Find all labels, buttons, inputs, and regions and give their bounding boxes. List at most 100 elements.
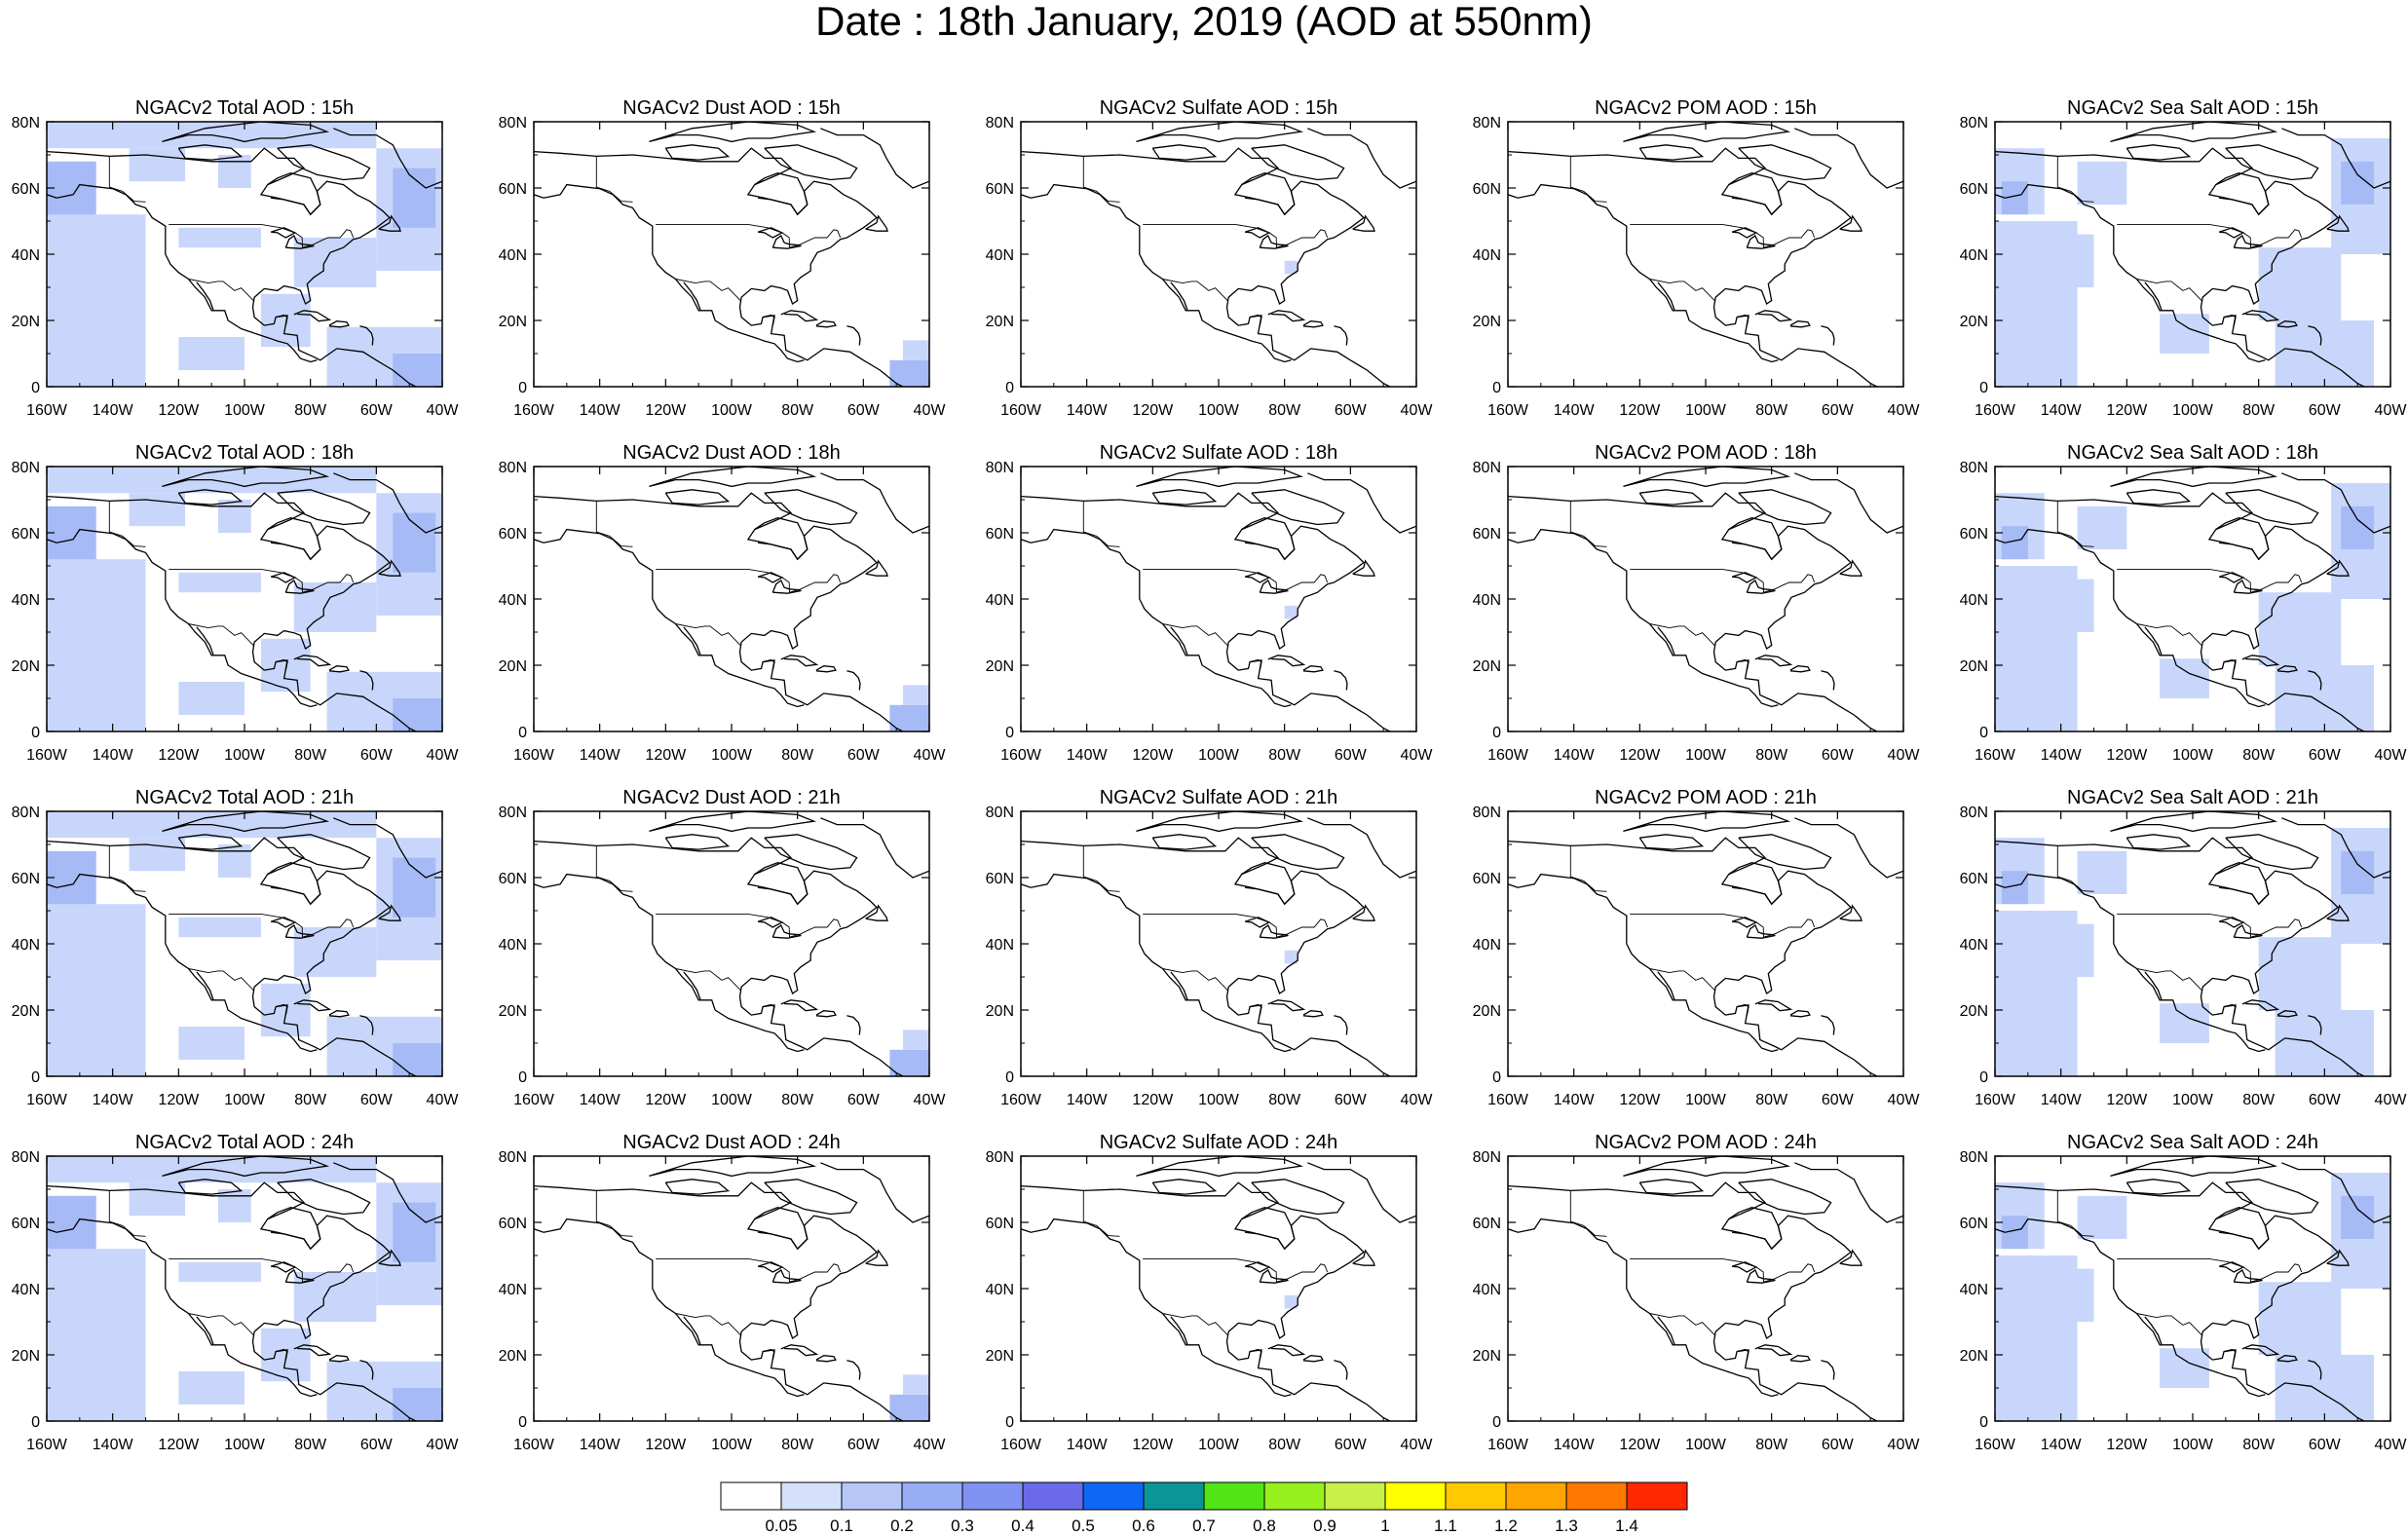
lon-tick-label: 80W (1755, 1437, 1788, 1453)
coastline (333, 472, 442, 534)
lat-tick-label: 0 (1492, 1414, 1501, 1431)
lon-tick-label: 100W (224, 1437, 266, 1453)
lat-tick-label: 80N (12, 805, 40, 821)
lon-tick-label: 120W (1619, 1092, 1661, 1108)
coastline (1302, 1355, 1324, 1363)
colorbar-label: 1.1 (1434, 1517, 1457, 1531)
lat-tick-label: 40N (1473, 1282, 1501, 1298)
aod-shading (393, 857, 436, 918)
colorbar-swatch (841, 1481, 903, 1511)
coastline (764, 1179, 858, 1216)
aod-shading (129, 493, 186, 527)
coastline (815, 665, 837, 673)
coastline (1738, 1179, 1832, 1216)
aod-shading (178, 227, 261, 248)
lat-tick-label: 20N (12, 658, 40, 675)
coastline (1821, 670, 1835, 691)
coastline (275, 314, 288, 326)
coastline (378, 1249, 401, 1266)
panel-title: NGACv2 Sulfate AOD : 21h (1100, 787, 1338, 808)
aod-shading (1284, 950, 1298, 964)
lon-tick-label: 140W (1067, 747, 1109, 764)
country-border (1143, 913, 1329, 938)
lat-tick-label: 20N (986, 314, 1014, 330)
country-border (1630, 913, 1816, 938)
panel-title: NGACv2 Sea Salt AOD : 21h (2067, 787, 2318, 808)
lat-tick-label: 80N (986, 460, 1014, 476)
coastline (1021, 147, 1391, 387)
aod-shading (2275, 1010, 2375, 1076)
coastline (1151, 144, 1218, 161)
aod-shading (217, 844, 251, 878)
coastline (47, 837, 417, 1076)
map-background (534, 811, 929, 1076)
aod-shading (2027, 1268, 2094, 1322)
lat-tick-label: 0 (31, 725, 40, 741)
map-panel: NGACv2 Sulfate AOD : 15h 160W 140W 120W 100W… (986, 97, 1434, 419)
coastline (2241, 999, 2280, 1012)
country-border (2136, 968, 2202, 992)
coastline (1657, 626, 1675, 656)
map-panel: NGACv2 Total AOD : 24h 160W 140W 120W 100W 80… (12, 1132, 460, 1453)
lon-tick-label: 120W (1132, 1437, 1174, 1453)
map-panel: NGACv2 Dust AOD : 18h 160W 140W 120W 100W 80W… (499, 442, 947, 764)
lon-tick-label: 140W (93, 1437, 134, 1453)
colorbar-swatch (780, 1481, 843, 1511)
coastline (1738, 834, 1832, 871)
aod-shading (889, 704, 929, 731)
lat-tick-label: 0 (1979, 1069, 1988, 1086)
lat-tick-label: 80N (1473, 1149, 1501, 1166)
coastline (1241, 1207, 1296, 1251)
aod-shading (393, 1388, 442, 1421)
lon-tick-label: 140W (2041, 1092, 2083, 1108)
coastline (1136, 122, 1304, 143)
lat-tick-label: 60N (12, 181, 40, 198)
lon-tick-label: 100W (711, 1092, 753, 1108)
aod-shading (889, 1049, 929, 1076)
aod-shading (178, 1371, 245, 1405)
lon-tick-label: 60W (2309, 1437, 2342, 1453)
country-border (2117, 913, 2303, 938)
colorbar-swatch (1203, 1481, 1265, 1511)
lat-tick-label: 80N (12, 115, 40, 131)
lat-tick-label: 40N (986, 592, 1014, 609)
coastline (649, 1156, 817, 1178)
lon-tick-label: 80W (781, 747, 814, 764)
coastline (2223, 1003, 2237, 1016)
panel-title: NGACv2 Dust AOD : 21h (622, 787, 840, 808)
lat-tick-label: 60N (1473, 1216, 1501, 1232)
map-panel: NGACv2 Total AOD : 18h 160W 140W 120W 100W 80… (12, 442, 460, 764)
aod-shading (2341, 161, 2375, 205)
lat-tick-label: 80N (1960, 805, 1988, 821)
country-border (169, 913, 355, 938)
map-background (534, 467, 929, 731)
country-border (675, 623, 741, 647)
coastline (1657, 971, 1675, 1000)
coastline (162, 122, 330, 143)
coastline (1623, 1156, 1791, 1178)
coastline (534, 873, 805, 1053)
lon-tick-label: 40W (1888, 1092, 1921, 1108)
lat-tick-label: 40N (499, 1282, 527, 1298)
coastline (47, 1181, 417, 1421)
country-border (1162, 968, 1228, 992)
lat-tick-label: 0 (518, 725, 527, 741)
coastline (1267, 655, 1306, 667)
lon-tick-label: 100W (711, 747, 753, 764)
lon-tick-label: 160W (1975, 1437, 2016, 1453)
lon-tick-label: 100W (1685, 402, 1727, 419)
country-border (595, 845, 633, 892)
aod-shading (2258, 592, 2342, 665)
lat-tick-label: 20N (499, 1348, 527, 1365)
coastline (275, 1348, 288, 1361)
coastline (1995, 147, 2365, 387)
country-border (108, 1190, 146, 1237)
lat-tick-label: 60N (499, 526, 527, 543)
coastline (2276, 320, 2298, 328)
coastline (2215, 1207, 2270, 1251)
coastline (328, 1355, 350, 1363)
coastline (1151, 834, 1218, 850)
coastline (2241, 310, 2280, 322)
coastline (1839, 904, 1862, 921)
coastline (1738, 489, 1832, 526)
